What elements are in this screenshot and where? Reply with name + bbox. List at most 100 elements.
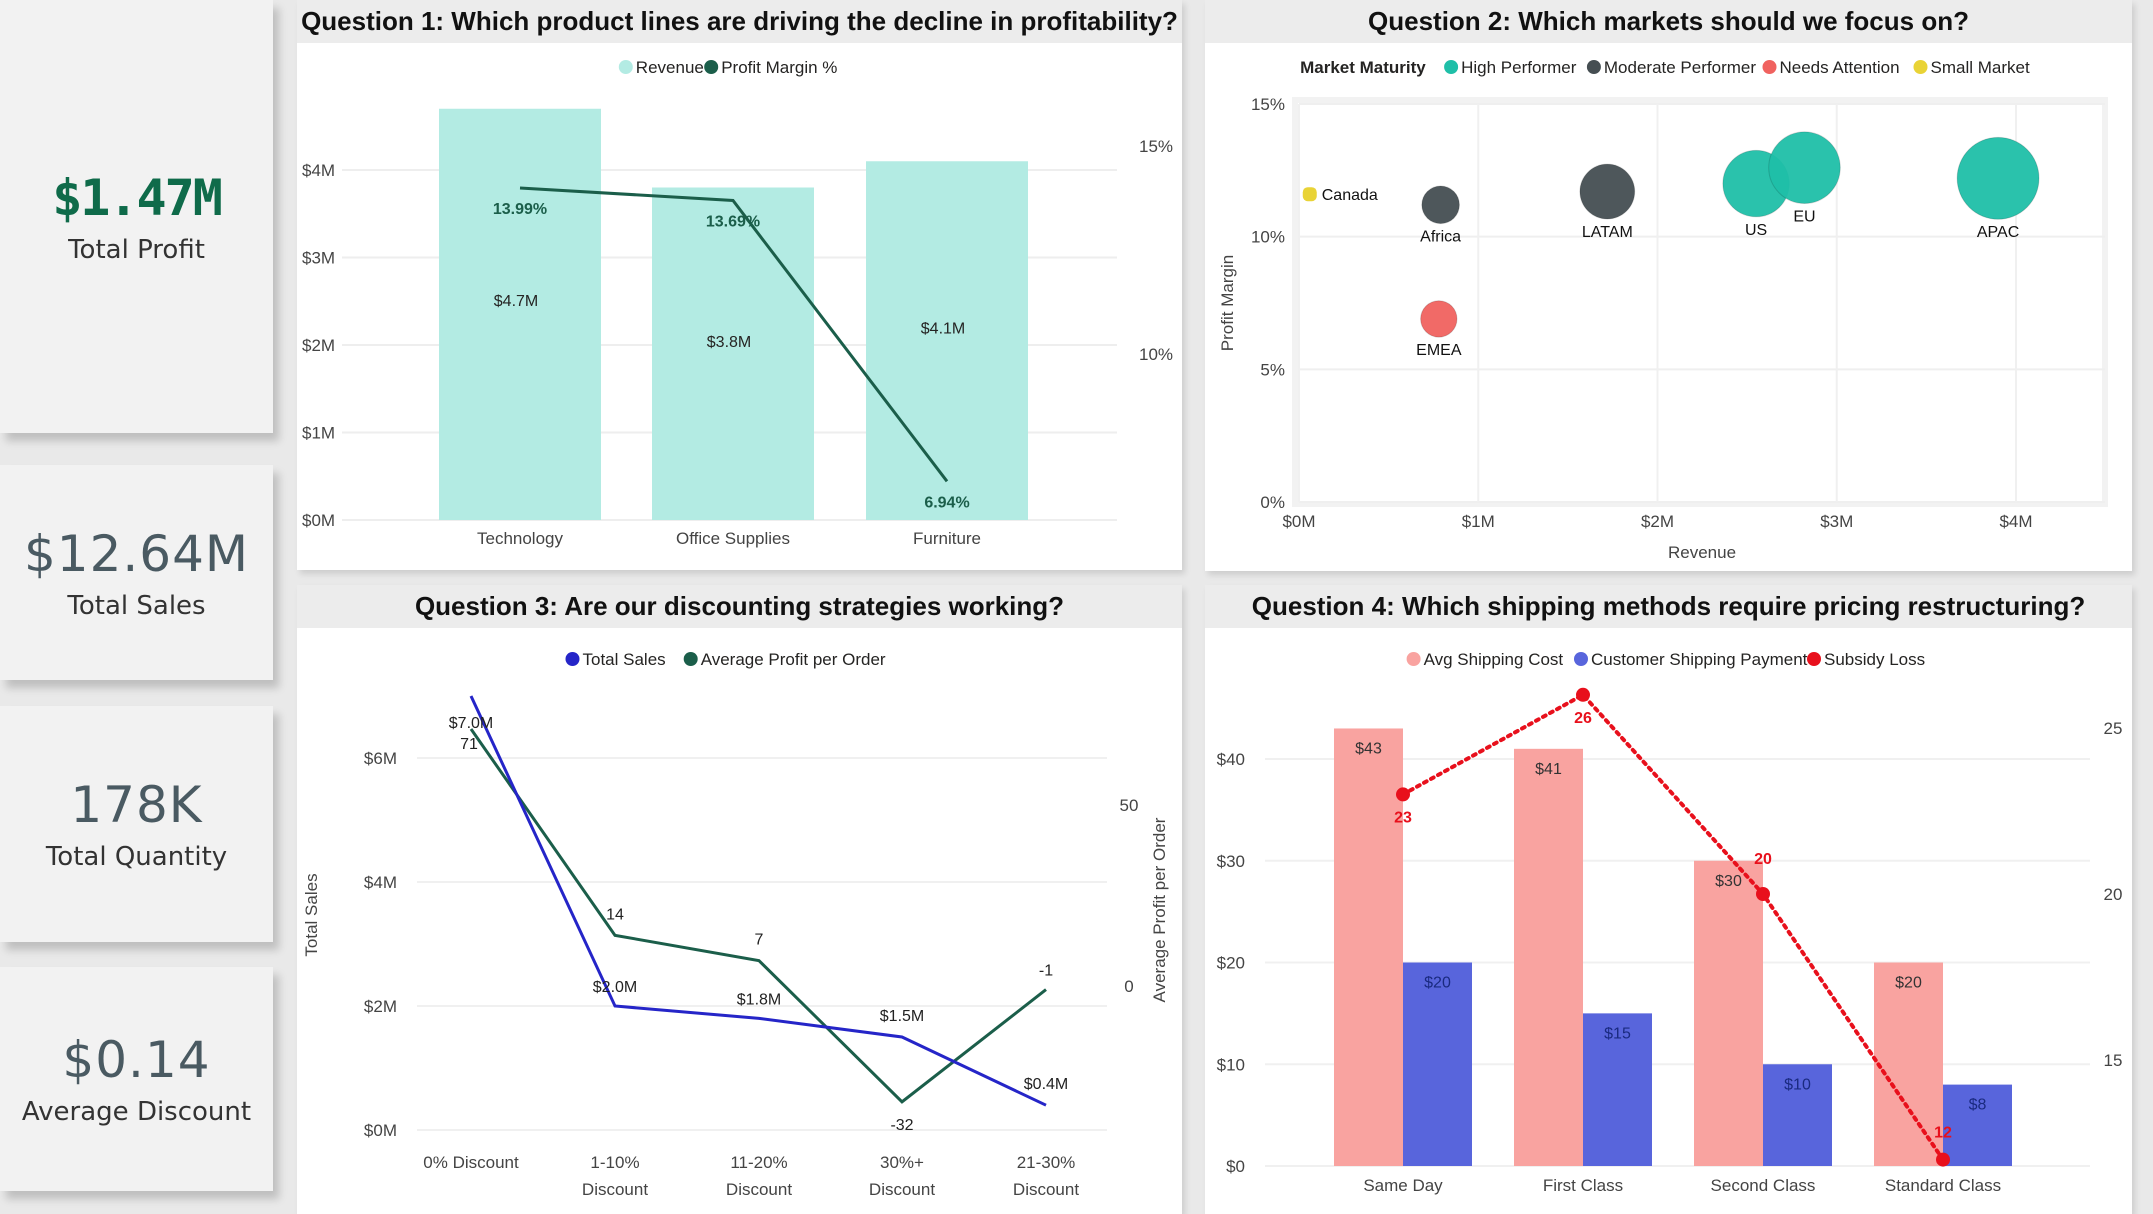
y-right-tick-label: 15: [2104, 1051, 2123, 1070]
bar-avg-shipping-cost: [1874, 962, 1943, 1166]
kpi-label: Total Sales: [67, 590, 206, 621]
bubble-label: EMEA: [1416, 342, 1462, 359]
bubble-latam: [1579, 163, 1636, 220]
line-avg-profit-per-order: [469, 728, 1047, 1104]
data-label-avg-shipping-cost: $20: [1895, 975, 1922, 992]
bubble-label: Africa: [1420, 229, 1461, 246]
kpi-card-total-quantity[interactable]: 178K Total Quantity: [0, 706, 273, 942]
chart-panel-discounting[interactable]: Question 3: Are our discounting strategi…: [297, 585, 1182, 1214]
kpi-value: $0.14: [62, 1031, 211, 1089]
x-tick-label: First Class: [1543, 1176, 1623, 1195]
data-label-customer-payment: $20: [1424, 975, 1451, 992]
legend-marker-icon: [704, 60, 719, 74]
kpi-card-total-profit[interactable]: $1.47M Total Profit: [0, 0, 273, 433]
x-tick-label: Furniture: [913, 529, 981, 548]
bubble-eu: [1768, 131, 1841, 204]
x-tick-label: $4M: [1999, 512, 2032, 531]
bar-customer-shipping-payment: [1943, 1084, 2012, 1166]
data-label-subsidy-loss: 26: [1574, 710, 1592, 727]
data-label-revenue: $4.7M: [494, 293, 538, 310]
legend-marker-icon: [1913, 60, 1928, 74]
plot-area-border: [1292, 97, 2108, 507]
x-tick-label: 1-10%: [590, 1153, 639, 1172]
legend-label: Moderate Performer: [1604, 58, 1756, 77]
legend-marker-icon: [1807, 652, 1821, 666]
data-label-avg-profit: 14: [606, 906, 624, 923]
chart-panel-shipping[interactable]: Question 4: Which shipping methods requi…: [1205, 585, 2132, 1214]
bubble-emea: [1420, 300, 1458, 338]
y-right-axis-title: Average Profit per Order: [1150, 817, 1169, 1002]
bubble-label: EU: [1793, 208, 1815, 225]
chart-title: Question 3: Are our discounting strategi…: [297, 585, 1182, 628]
x-tick-label: Office Supplies: [676, 529, 790, 548]
line-total-sales: [469, 695, 1047, 1107]
data-label-revenue: $4.1M: [921, 320, 965, 337]
marker-subsidy-loss: [1756, 887, 1770, 901]
data-label-subsidy-loss: 12: [1934, 1125, 1952, 1142]
legend-label: Small Market: [1931, 58, 2030, 77]
bubble-apac: [1956, 136, 2040, 220]
kpi-value: 178K: [70, 776, 203, 834]
data-label-total-sales: $1.8M: [737, 991, 781, 1008]
legend-label: Average Profit per Order: [701, 650, 886, 669]
line-profit-margin: [519, 186, 949, 483]
legend-label: Profit Margin %: [721, 58, 837, 77]
y-right-tick-label: 15%: [1139, 137, 1173, 156]
data-label-avg-profit: 7: [755, 932, 764, 949]
data-label-total-sales: $0.4M: [1024, 1076, 1068, 1093]
x-tick-label: Standard Class: [1885, 1176, 2001, 1195]
x-tick-label: 11-20%: [730, 1153, 787, 1172]
x-tick-label: $2M: [1641, 512, 1674, 531]
data-label-avg-profit: -1: [1039, 963, 1053, 980]
bar-customer-shipping-payment: [1763, 1064, 1832, 1166]
chart-panel-markets[interactable]: Question 2: Which markets should we focu…: [1205, 0, 2132, 571]
x-tick-label: $0M: [1282, 512, 1315, 531]
legend-label: Revenue: [636, 58, 704, 77]
y-tick-label: $0M: [302, 511, 335, 530]
legend-marker-icon: [618, 60, 633, 74]
x-tick-label: Discount: [726, 1180, 792, 1199]
y-tick-label: 10%: [1251, 228, 1285, 247]
bubble-africa: [1421, 185, 1460, 225]
legend-marker-icon: [565, 652, 580, 666]
x-tick-label: Technology: [477, 529, 564, 548]
kpi-label: Average Discount: [21, 1097, 252, 1127]
x-tick-label: Discount: [1013, 1180, 1079, 1199]
data-label-avg-shipping-cost: $30: [1715, 873, 1742, 890]
y-tick-label: $10: [1217, 1055, 1245, 1074]
data-label-avg-shipping-cost: $41: [1535, 761, 1562, 778]
bar-avg-shipping-cost: [1694, 860, 1763, 1166]
bubble-label: APAC: [1977, 224, 2019, 241]
x-tick-label: $1M: [1462, 512, 1495, 531]
bar-avg-shipping-cost: [1514, 748, 1583, 1166]
y-right-tick-label: 0: [1124, 977, 1133, 996]
bar-customer-shipping-payment: [1403, 962, 1472, 1166]
legend-label: High Performer: [1461, 58, 1577, 77]
y-right-tick-label: 20: [2104, 885, 2123, 904]
kpi-card-total-sales[interactable]: $12.64M Total Sales: [0, 465, 273, 680]
data-label-revenue: $3.8M: [707, 334, 751, 351]
bar-avg-shipping-cost: [1334, 728, 1403, 1166]
legend-marker-icon: [1444, 60, 1459, 74]
legend-label: Needs Attention: [1780, 58, 1900, 77]
data-label-profit-margin: 13.99%: [493, 201, 547, 218]
x-tick-label: Discount: [869, 1180, 935, 1199]
legend-marker-icon: [1586, 60, 1601, 74]
bar-revenue: [866, 161, 1028, 520]
legend-title: Market Maturity: [1300, 58, 1426, 77]
x-tick-label: 0% Discount: [423, 1153, 519, 1172]
y-right-tick-label: 25: [2104, 719, 2123, 738]
legend-label: Total Sales: [583, 650, 666, 669]
chart-panel-product-lines[interactable]: Question 1: Which product lines are driv…: [297, 0, 1182, 570]
y-tick-label: $4M: [302, 161, 335, 180]
q2-chart-svg: Market Maturity High Performer Moderate Pe…: [1218, 58, 2108, 562]
bar-customer-shipping-payment: [1583, 1013, 1652, 1166]
chart-title: Question 2: Which markets should we focu…: [1205, 0, 2132, 43]
y-axis-title: Total Sales: [302, 873, 321, 956]
kpi-card-average-discount[interactable]: $0.14 Average Discount: [0, 967, 273, 1191]
legend-label: Avg Shipping Cost: [1424, 650, 1564, 669]
y-tick-label: 5%: [1260, 360, 1285, 379]
bubble-label: LATAM: [1582, 224, 1633, 241]
data-label-avg-profit: -32: [890, 1117, 913, 1134]
y-tick-label: 15%: [1251, 95, 1285, 114]
